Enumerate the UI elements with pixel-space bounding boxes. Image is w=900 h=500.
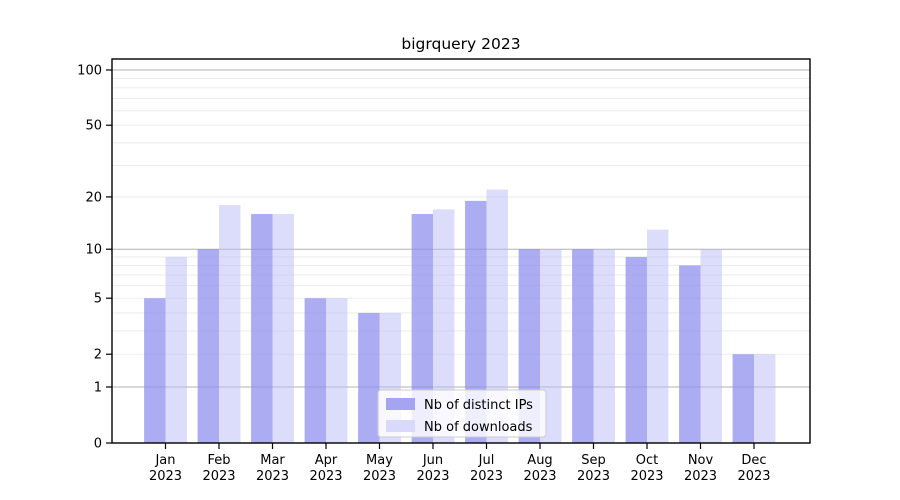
x-tick-label-year: 2023 [363, 469, 396, 484]
y-tick-label: 1 [94, 380, 102, 395]
x-tick-label-year: 2023 [256, 469, 289, 484]
plot-border [111, 58, 811, 444]
bar-downloads [219, 205, 241, 443]
x-tick-label-year: 2023 [470, 469, 503, 484]
legend-swatch [386, 420, 415, 432]
x-tick-label-month: Sep [581, 453, 606, 468]
bar-downloads [165, 256, 187, 443]
x-tick-label-month: Jun [422, 453, 443, 468]
bar-distinct-ips [625, 256, 647, 443]
x-tick-label-month: May [366, 453, 393, 468]
bar-distinct-ips [358, 312, 380, 443]
x-tick-label-month: Jul [478, 453, 495, 468]
bar-downloads [326, 298, 348, 443]
x-tick-label-month: Aug [527, 453, 552, 468]
legend-label: Nb of distinct IPs [424, 398, 533, 413]
bar-downloads [272, 214, 294, 443]
y-tick-label: 50 [85, 119, 102, 134]
bar-distinct-ips [732, 354, 754, 443]
x-tick-label-year: 2023 [684, 469, 717, 484]
y-tick-label: 0 [94, 437, 102, 452]
x-tick-label-year: 2023 [737, 469, 770, 484]
bar-distinct-ips [679, 265, 701, 443]
x-tick-label-year: 2023 [416, 469, 449, 484]
bar-downloads [486, 189, 508, 443]
bar-distinct-ips [465, 200, 487, 443]
legend-box [377, 389, 547, 438]
y-tick-label: 100 [77, 64, 102, 79]
x-tick-label-year: 2023 [149, 469, 182, 484]
bar-distinct-ips [144, 298, 166, 443]
x-tick-label-year: 2023 [309, 469, 342, 484]
bar-distinct-ips [411, 214, 433, 443]
x-tick-label-month: Feb [207, 453, 230, 468]
bar-distinct-ips [572, 249, 594, 443]
legend: Nb of distinct IPs Nb of downloads [377, 389, 547, 438]
bar-distinct-ips [197, 249, 219, 443]
legend-label: Nb of downloads [424, 420, 533, 435]
x-tick-label-year: 2023 [523, 469, 556, 484]
bar-downloads [700, 249, 722, 443]
bar-distinct-ips [251, 214, 273, 443]
chart-title: bigrquery 2023 [401, 35, 521, 53]
x-tick-label-month: Jan [154, 453, 175, 468]
x-tick-label-year: 2023 [630, 469, 663, 484]
y-tick-label: 5 [94, 292, 102, 307]
x-tick-label-month: Oct [636, 453, 658, 468]
y-tick-label: 2 [94, 348, 102, 363]
x-tick-label-year: 2023 [577, 469, 610, 484]
x-tick-label-month: Mar [260, 453, 285, 468]
bar-downloads [647, 229, 669, 443]
bar-downloads [754, 354, 776, 443]
legend-swatch [386, 398, 415, 410]
bar-downloads [433, 209, 455, 443]
x-tick-label-month: Dec [741, 453, 766, 468]
x-tick-label-month: Nov [688, 453, 714, 468]
bar-downloads [593, 249, 615, 443]
y-tick-label: 10 [85, 243, 102, 258]
y-tick-label: 20 [85, 190, 102, 205]
x-tick-label-month: Apr [315, 453, 338, 468]
bar-distinct-ips [304, 298, 326, 443]
x-tick-label-year: 2023 [202, 469, 235, 484]
